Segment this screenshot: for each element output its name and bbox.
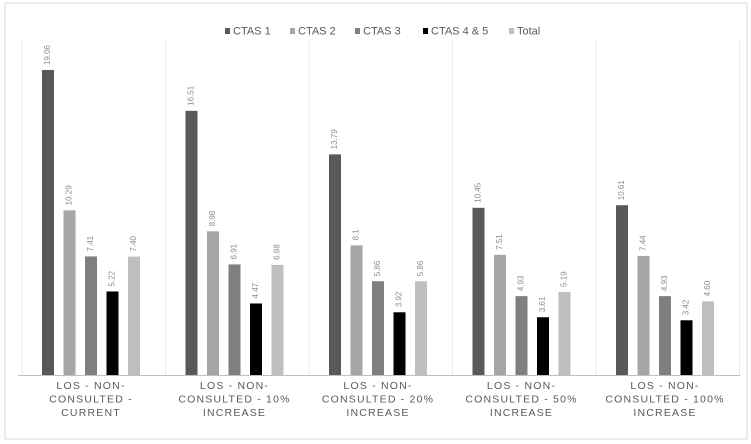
category-label: CONSULTED - 10% [178,394,290,406]
bar [271,264,284,375]
bar [680,320,693,375]
data-label: 3.61 [538,296,547,312]
legend-swatch [290,28,295,34]
data-label: 8.98 [208,210,217,226]
bar [637,255,650,375]
data-label: 10.29 [65,185,74,206]
bar [616,205,628,375]
data-label: 8.1 [352,229,361,241]
data-label: 7.40 [129,235,138,251]
data-label: 19.06 [43,44,52,65]
bar [185,110,198,375]
data-label: 3.42 [682,299,691,315]
data-label: 6.91 [230,243,239,259]
bar [372,281,384,375]
bar [42,70,54,375]
data-label: 5.86 [373,260,382,276]
bar [329,154,341,375]
bar [128,256,140,375]
chart-border [4,2,748,440]
category-label: INCREASE [203,407,266,419]
category-label: CONSULTED - 50% [465,394,577,406]
data-label: 5.22 [108,270,117,286]
legend-label: CTAS 3 [363,26,401,38]
data-label: 13.79 [330,129,339,150]
bar [350,245,363,375]
data-label: 4.60 [703,280,712,296]
legend-swatch [423,28,428,34]
data-label: 10.45 [474,182,483,203]
data-label: 7.44 [639,235,648,251]
data-label: 5.19 [560,271,569,287]
bar [207,231,219,375]
category-label: LOS - NON- [56,380,125,392]
bar [415,281,427,375]
data-label: 10.61 [617,180,626,201]
data-label: 5.86 [416,260,425,276]
bar [494,254,506,375]
bar [537,317,549,375]
category-label: CONSULTED - 20% [322,394,434,406]
legend-swatch [355,28,360,34]
bar [85,256,97,375]
legend-label: Total [517,26,540,38]
category-label: INCREASE [346,407,409,419]
category-label: LOS - NON- [487,380,556,392]
category-label: LOS - NON- [630,380,699,392]
category-label: CURRENT [61,407,121,419]
category-label: INCREASE [633,407,696,419]
bar [228,264,241,375]
data-label: 3.92 [395,291,404,307]
bar [63,210,76,375]
legend-swatch [509,28,514,34]
category-label: CONSULTED - 100% [605,394,724,406]
legend-label: CTAS 2 [298,26,336,38]
data-label: 4.93 [660,275,669,291]
data-label: 6.88 [273,244,282,260]
data-label: 7.51 [495,234,504,250]
bar [515,296,528,375]
legend-swatch [225,28,230,34]
bar [659,296,671,375]
bar [472,207,485,375]
bar [702,301,714,375]
bar [106,291,119,375]
legend-label: CTAS 1 [233,26,271,38]
data-label: 4.93 [517,275,526,291]
category-label: CONSULTED - [49,394,133,406]
data-label: 4.47 [251,282,260,298]
bar [393,312,406,375]
category-label: LOS - NON- [200,380,269,392]
bar [558,291,571,375]
bar [250,303,262,375]
data-label: 16.51 [187,85,196,106]
category-label: INCREASE [490,407,553,419]
legend-label: CTAS 4 & 5 [431,26,488,38]
category-label: LOS - NON- [343,380,412,392]
data-label: 7.41 [86,235,95,251]
